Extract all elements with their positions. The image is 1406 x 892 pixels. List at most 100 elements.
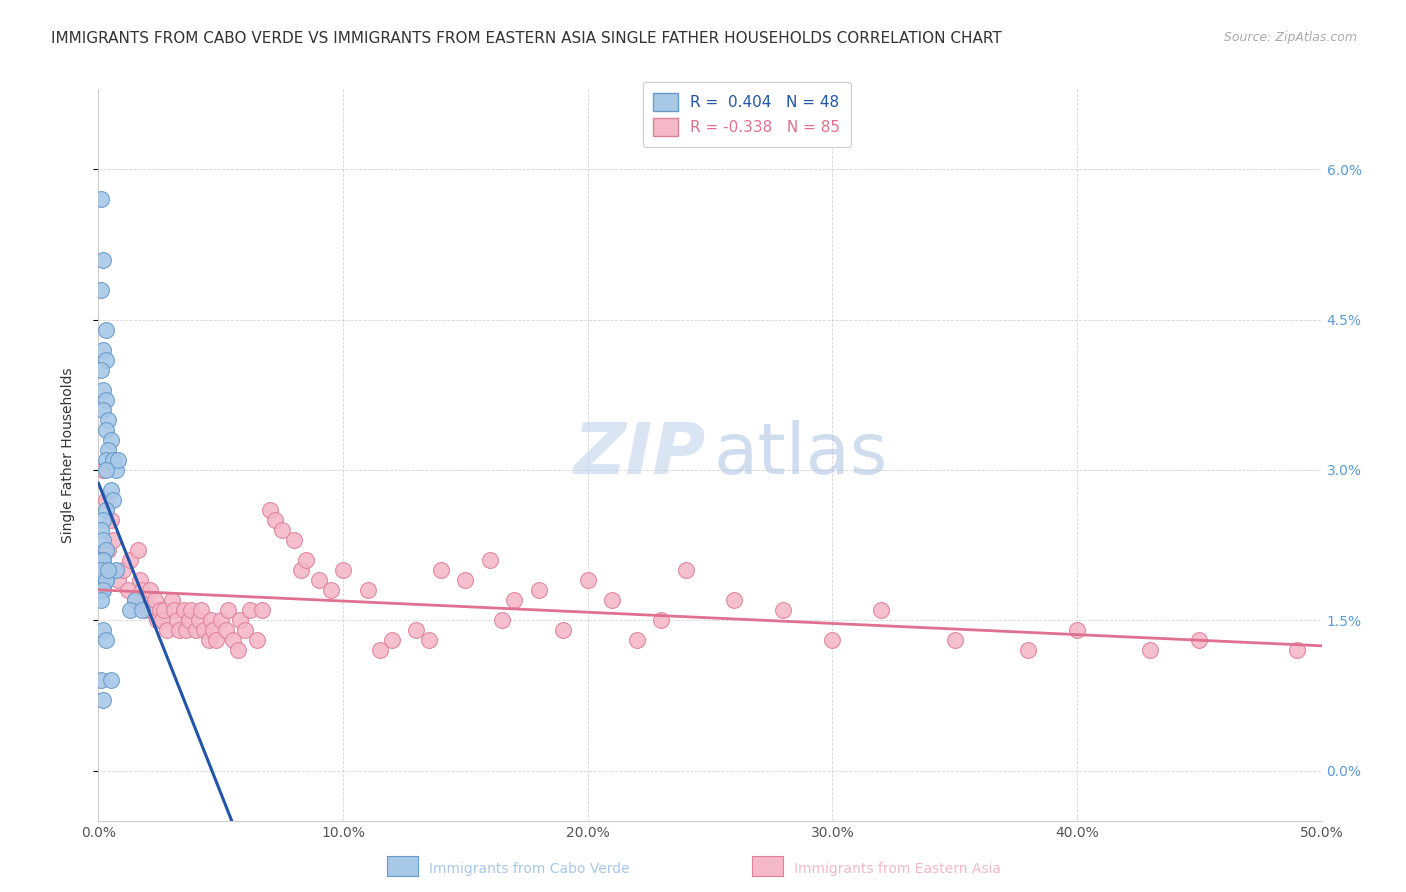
Point bbox=[117, 583, 139, 598]
Y-axis label: Single Father Households: Single Father Households bbox=[60, 368, 75, 542]
Point bbox=[100, 483, 122, 497]
Point bbox=[90, 523, 112, 537]
Point bbox=[139, 583, 162, 598]
Point bbox=[190, 603, 212, 617]
Point bbox=[94, 453, 117, 467]
Point bbox=[222, 633, 245, 648]
Point bbox=[143, 593, 166, 607]
Point bbox=[146, 613, 169, 627]
Point bbox=[120, 603, 142, 617]
Point bbox=[129, 573, 152, 587]
Text: ZIP: ZIP bbox=[574, 420, 706, 490]
Point bbox=[90, 673, 112, 688]
Point bbox=[1017, 643, 1039, 657]
Point bbox=[454, 573, 477, 587]
Point bbox=[491, 613, 513, 627]
Text: Source: ZipAtlas.com: Source: ZipAtlas.com bbox=[1223, 31, 1357, 45]
Point bbox=[229, 613, 252, 627]
Point bbox=[626, 633, 648, 648]
Point bbox=[90, 593, 112, 607]
Point bbox=[217, 603, 239, 617]
Point bbox=[149, 603, 172, 617]
Point bbox=[270, 523, 294, 537]
Point bbox=[97, 413, 120, 427]
Point bbox=[197, 633, 219, 648]
Legend: R =  0.404   N = 48, R = -0.338   N = 85: R = 0.404 N = 48, R = -0.338 N = 85 bbox=[643, 82, 851, 146]
Point bbox=[104, 563, 127, 577]
Point bbox=[381, 633, 404, 648]
Point bbox=[90, 583, 112, 598]
Point bbox=[259, 503, 281, 517]
Point bbox=[124, 593, 146, 607]
Point bbox=[101, 493, 124, 508]
Point bbox=[209, 613, 232, 627]
Point bbox=[943, 633, 966, 648]
Point bbox=[131, 603, 153, 617]
Point bbox=[97, 442, 120, 457]
Point bbox=[290, 563, 312, 577]
Point bbox=[94, 352, 117, 367]
Point bbox=[772, 603, 794, 617]
Point bbox=[675, 563, 697, 577]
Point bbox=[124, 593, 146, 607]
Point bbox=[91, 553, 114, 567]
Point bbox=[150, 613, 173, 627]
Point bbox=[91, 402, 114, 417]
Point bbox=[160, 593, 183, 607]
Point bbox=[205, 633, 228, 648]
Point bbox=[173, 603, 195, 617]
Point bbox=[187, 613, 209, 627]
Point bbox=[97, 543, 120, 558]
Point bbox=[107, 573, 129, 587]
Point bbox=[368, 643, 391, 657]
Text: Immigrants from Eastern Asia: Immigrants from Eastern Asia bbox=[794, 862, 1001, 876]
Point bbox=[177, 613, 200, 627]
Point bbox=[870, 603, 893, 617]
Point bbox=[418, 633, 440, 648]
Point bbox=[94, 323, 117, 337]
Point bbox=[239, 603, 262, 617]
Point bbox=[90, 193, 112, 207]
Point bbox=[821, 633, 844, 648]
Point bbox=[90, 573, 112, 587]
Point bbox=[1286, 643, 1309, 657]
Point bbox=[283, 533, 305, 547]
Point bbox=[153, 603, 176, 617]
Text: Immigrants from Cabo Verde: Immigrants from Cabo Verde bbox=[429, 862, 630, 876]
Point bbox=[91, 533, 114, 547]
Point bbox=[136, 603, 159, 617]
Point bbox=[91, 583, 114, 598]
Point bbox=[167, 624, 190, 638]
Point bbox=[91, 553, 114, 567]
Point bbox=[233, 624, 256, 638]
Point bbox=[94, 392, 117, 407]
Point bbox=[100, 433, 122, 447]
Point bbox=[111, 563, 134, 577]
Point bbox=[252, 603, 274, 617]
Point bbox=[94, 573, 117, 587]
Point bbox=[202, 624, 225, 638]
Point bbox=[131, 583, 153, 598]
Point bbox=[576, 573, 599, 587]
Point bbox=[405, 624, 427, 638]
Point bbox=[553, 624, 575, 638]
Point bbox=[94, 573, 117, 587]
Point bbox=[91, 252, 114, 267]
Point bbox=[186, 624, 208, 638]
Point bbox=[127, 543, 149, 558]
Point bbox=[141, 603, 163, 617]
Point bbox=[91, 383, 114, 397]
Point bbox=[295, 553, 318, 567]
Point bbox=[91, 693, 114, 707]
Point bbox=[1139, 643, 1161, 657]
Point bbox=[91, 583, 114, 598]
Point bbox=[527, 583, 550, 598]
Point bbox=[308, 573, 330, 587]
Point bbox=[94, 463, 117, 477]
Point bbox=[263, 513, 285, 527]
Point bbox=[193, 624, 215, 638]
Point bbox=[94, 493, 117, 508]
Point bbox=[120, 553, 142, 567]
Point bbox=[246, 633, 269, 648]
Point bbox=[94, 503, 117, 517]
